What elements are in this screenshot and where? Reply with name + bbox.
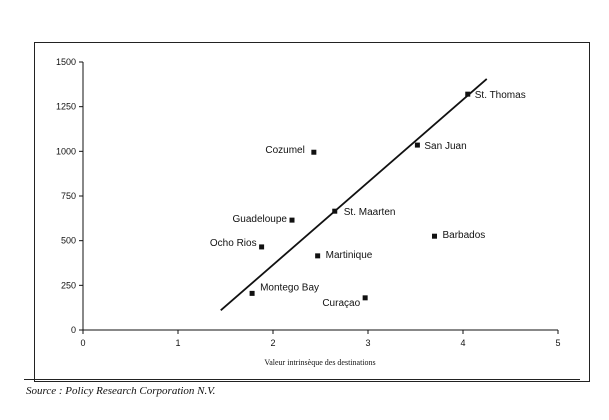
y-tick-label: 1000: [56, 146, 76, 156]
trendline-group: [220, 78, 488, 312]
data-point: [332, 208, 338, 214]
data-point: [414, 142, 420, 148]
source-note: Source : Policy Research Corporation N.V…: [26, 385, 216, 397]
point-label: St. Maarten: [344, 207, 396, 218]
data-point: [311, 149, 317, 155]
trendline: [220, 78, 488, 312]
point-label: Curaçao: [322, 298, 360, 309]
x-axis-title: Valeur intrinsèque des destinations: [264, 358, 375, 367]
point-label: Ocho Rios: [210, 238, 257, 249]
data-point: [432, 233, 437, 239]
y-tick-label: 1250: [56, 102, 76, 112]
y-tick-label: 1500: [56, 57, 76, 67]
chart-frame: [34, 42, 590, 382]
y-tick-label: 750: [61, 191, 76, 201]
x-tick-label: 4: [460, 338, 465, 348]
data-point: [465, 91, 471, 97]
point-label: Barbados: [443, 230, 486, 241]
data-point: [315, 253, 321, 259]
point-label: St. Thomas: [475, 90, 526, 101]
data-point: [259, 244, 265, 250]
y-tick-label: 250: [61, 280, 76, 290]
points-group: St. Thomas San Juan Cozumel St. Maarten Guad…: [210, 90, 526, 309]
point-label: Cozumel: [265, 145, 304, 156]
x-tick-label: 1: [175, 338, 180, 348]
point-label: Guadeloupe: [233, 214, 288, 225]
point-label: Martinique: [326, 250, 373, 261]
x-tick-label: 2: [270, 338, 275, 348]
x-tick-label: 3: [365, 338, 370, 348]
y-tick-label: 500: [61, 236, 76, 246]
y-tick-label: 0: [71, 325, 76, 335]
x-tick-label: 5: [555, 338, 560, 348]
data-point: [362, 295, 368, 301]
source-divider: [24, 379, 580, 380]
data-point: [289, 217, 295, 223]
data-point: [249, 290, 255, 296]
point-label: Montego Bay: [260, 282, 319, 293]
axes: 0 250 500 750 1000 1250 1500 0 1 2 3 4 5: [56, 57, 561, 348]
point-label: San Juan: [424, 141, 466, 152]
x-tick-label: 0: [80, 338, 85, 348]
